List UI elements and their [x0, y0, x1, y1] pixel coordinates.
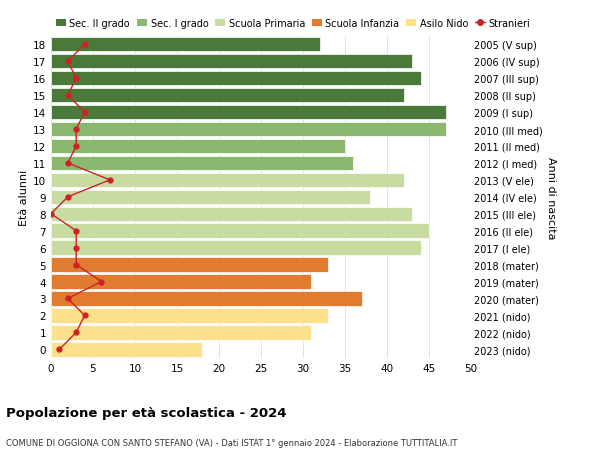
Bar: [51, 207, 412, 221]
Bar: [51, 140, 345, 154]
Bar: [51, 342, 202, 357]
Bar: [51, 157, 353, 171]
Bar: [51, 72, 421, 86]
Text: COMUNE DI OGGIONA CON SANTO STEFANO (VA) - Dati ISTAT 1° gennaio 2024 - Elaboraz: COMUNE DI OGGIONA CON SANTO STEFANO (VA)…: [6, 438, 457, 448]
Bar: [51, 291, 362, 306]
Bar: [51, 38, 320, 52]
Bar: [51, 275, 311, 289]
Bar: [51, 89, 404, 103]
Bar: [51, 258, 328, 272]
Bar: [51, 224, 429, 238]
Bar: [51, 190, 370, 205]
Text: Popolazione per età scolastica - 2024: Popolazione per età scolastica - 2024: [6, 406, 287, 419]
Bar: [51, 325, 311, 340]
Bar: [51, 308, 328, 323]
Bar: [51, 55, 412, 69]
Y-axis label: Anni di nascita: Anni di nascita: [547, 156, 556, 239]
Bar: [51, 241, 421, 255]
Bar: [51, 123, 446, 137]
Bar: [51, 173, 404, 188]
Bar: [51, 106, 446, 120]
Legend: Sec. II grado, Sec. I grado, Scuola Primaria, Scuola Infanzia, Asilo Nido, Stran: Sec. II grado, Sec. I grado, Scuola Prim…: [56, 19, 530, 28]
Y-axis label: Età alunni: Età alunni: [19, 169, 29, 225]
